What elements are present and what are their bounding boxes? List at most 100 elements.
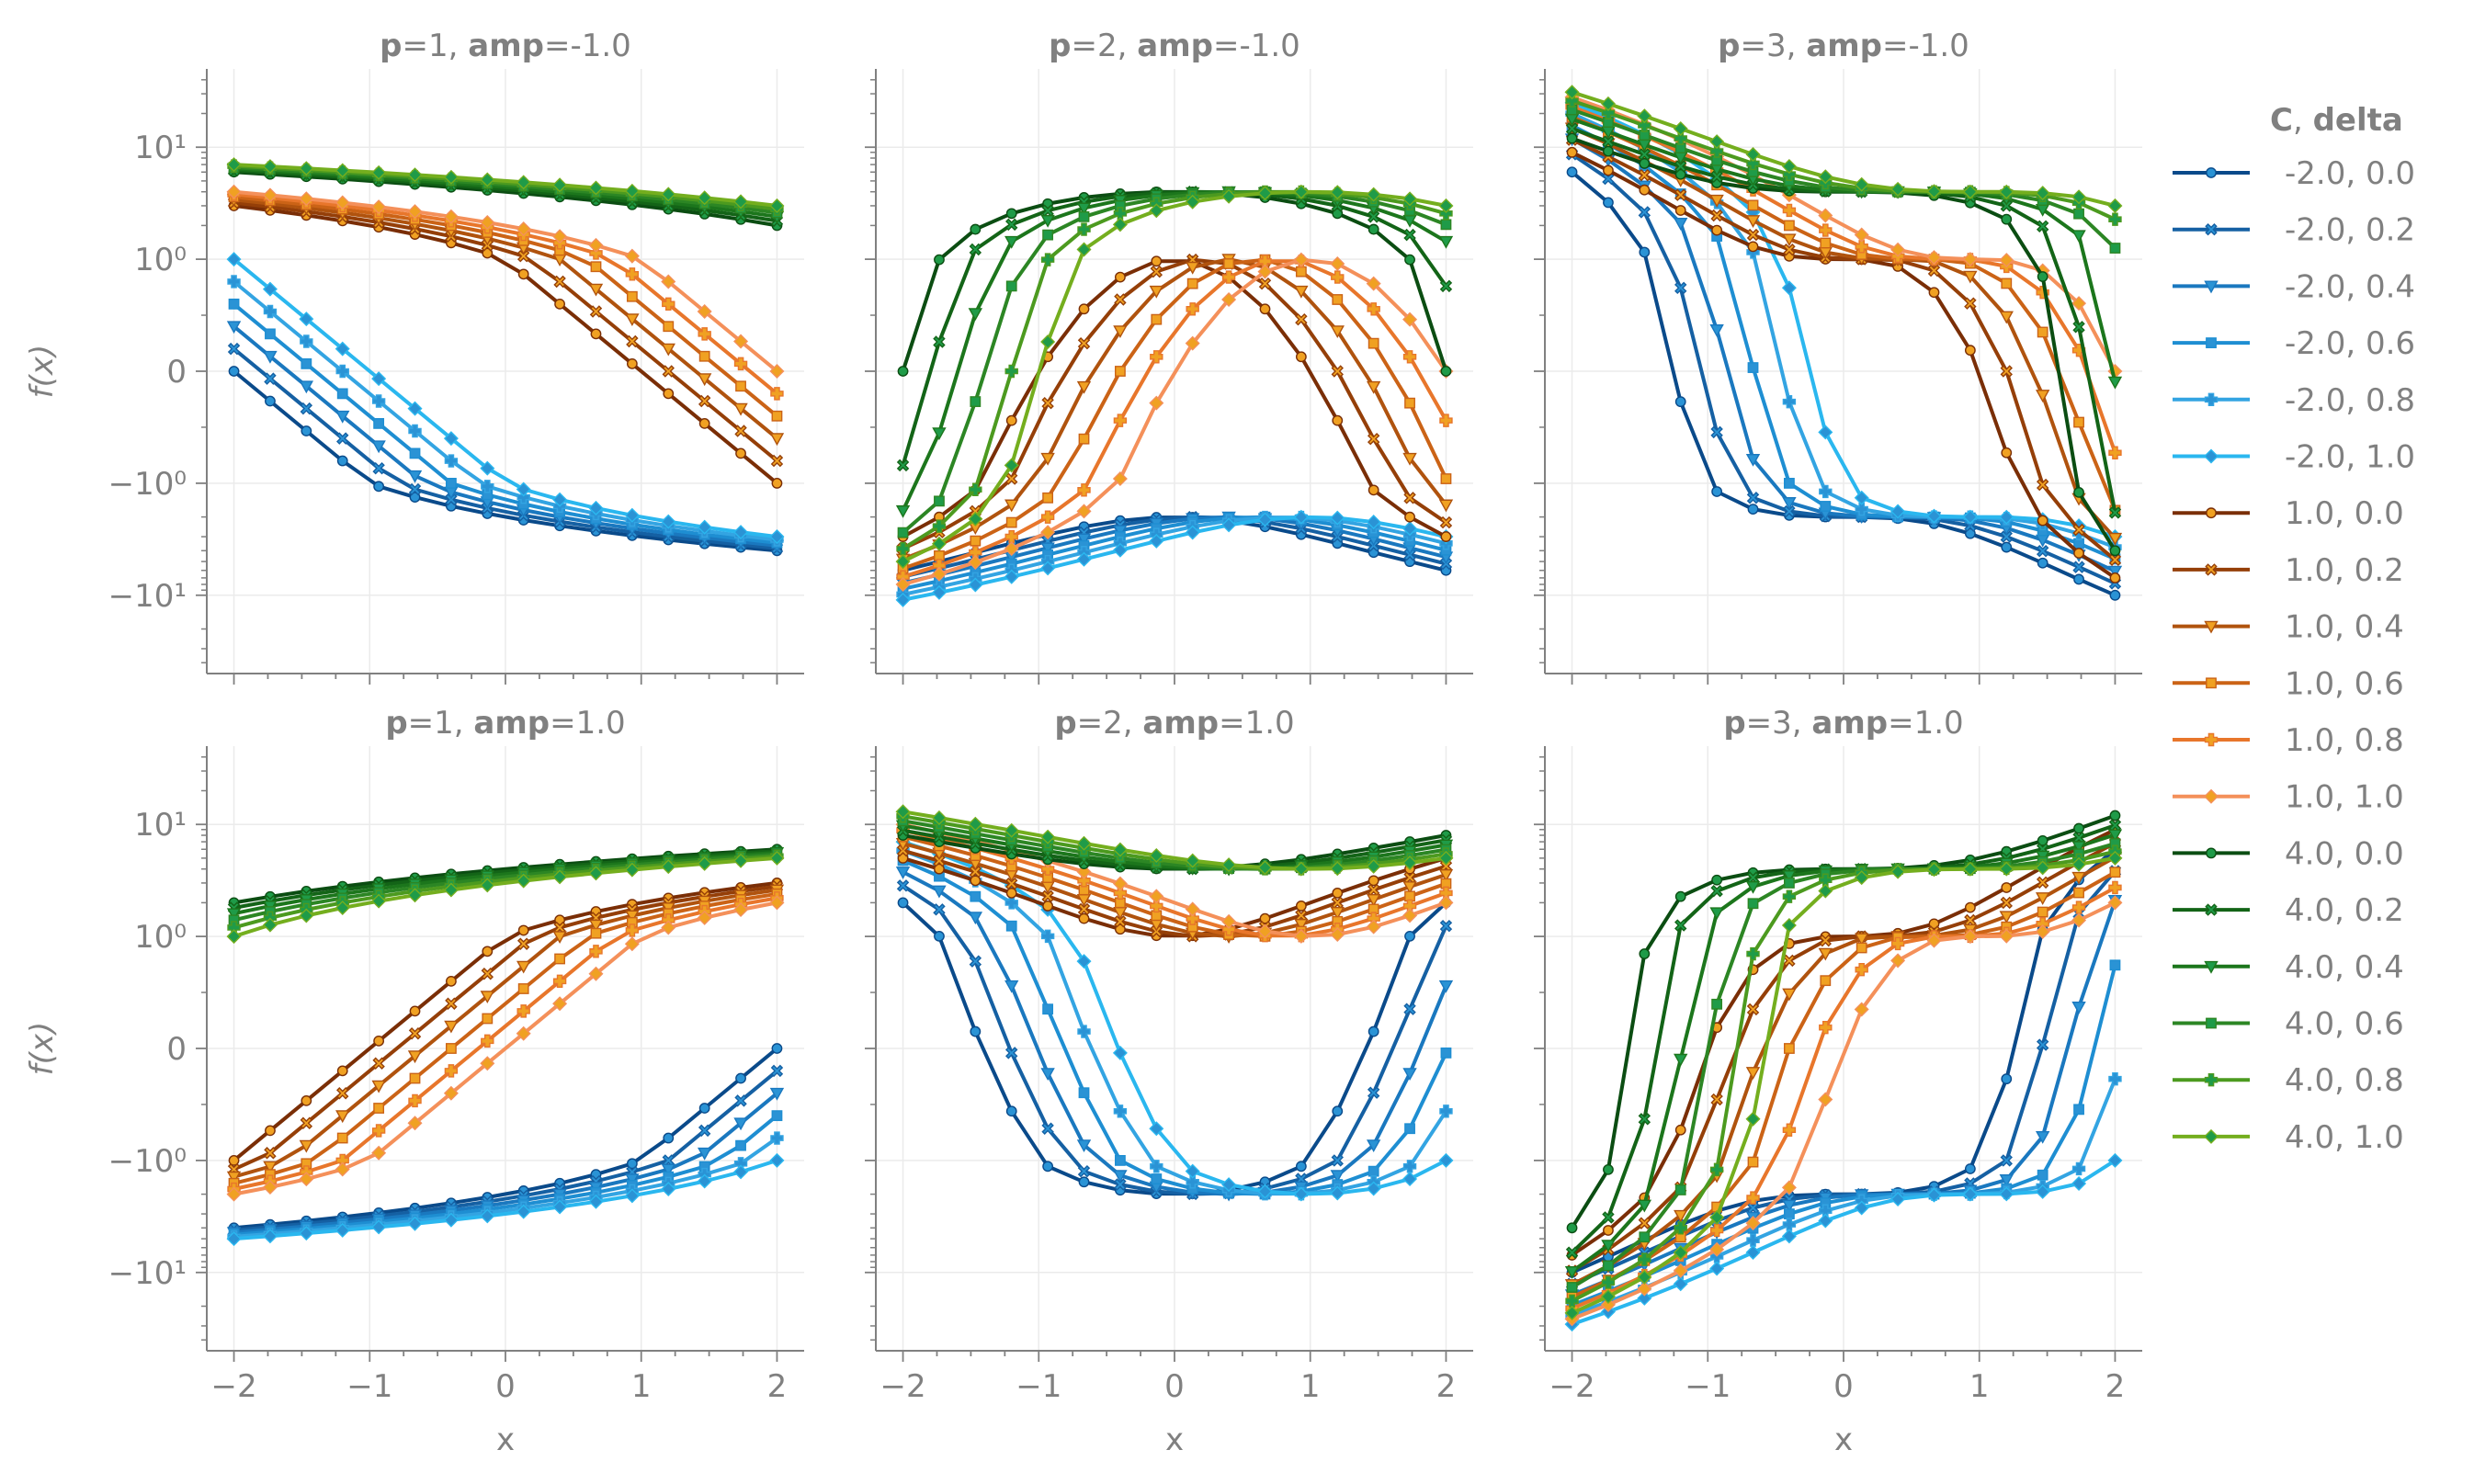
data-point — [769, 895, 785, 911]
y-tick-label: 10¹ — [134, 807, 187, 844]
data-point — [1294, 918, 1309, 932]
series-line-1.0, 0.6 — [233, 195, 778, 418]
data-point — [968, 511, 983, 527]
data-point — [335, 1153, 349, 1168]
data-point — [1331, 270, 1345, 284]
data-point — [516, 873, 531, 889]
data-point — [300, 402, 313, 415]
data-point — [625, 1173, 640, 1187]
data-point — [1962, 1186, 1978, 1202]
data-point — [2037, 557, 2048, 569]
data-point — [1005, 516, 1017, 528]
data-point — [697, 190, 712, 206]
data-point — [2107, 1152, 2123, 1168]
data-point — [1855, 502, 1868, 516]
legend-item: -2.0, 0.8 — [2173, 382, 2415, 419]
data-point — [1366, 187, 1381, 202]
series-line-1.0, 0.0 — [233, 203, 778, 485]
data-point — [1782, 203, 1797, 218]
data-point — [1566, 166, 1578, 178]
data-point — [1781, 918, 1797, 934]
data-point — [1784, 1208, 1795, 1219]
data-point — [1818, 1092, 1833, 1107]
data-point — [1747, 1156, 1759, 1168]
data-point — [1004, 980, 1019, 993]
data-point — [1747, 898, 1759, 910]
data-point — [2073, 416, 2084, 428]
legend-label: 4.0, 0.0 — [2285, 835, 2404, 872]
data-point — [771, 1110, 783, 1122]
series-line-1.0, 0.8 — [902, 259, 1448, 579]
data-point — [897, 897, 909, 909]
data-point — [1784, 220, 1795, 232]
x-tick-label: −2 — [210, 1368, 256, 1405]
data-point — [624, 936, 640, 952]
data-point — [371, 893, 387, 909]
panel-title: p=1, amp=1.0 — [385, 705, 625, 742]
data-point — [1151, 1173, 1163, 1184]
data-point — [2000, 530, 2013, 543]
data-point — [516, 249, 530, 263]
series-line--2.0, 1.0 — [1571, 1159, 2117, 1327]
data-point — [1330, 861, 1345, 877]
data-point — [1674, 396, 1686, 408]
data-point — [1711, 998, 1723, 1010]
legend-label: 4.0, 0.8 — [2285, 1062, 2404, 1099]
data-point — [1745, 880, 1761, 894]
data-point — [1438, 980, 1454, 993]
data-point — [1674, 890, 1686, 902]
data-point — [1674, 1124, 1686, 1136]
legend-item: 1.0, 0.8 — [2173, 722, 2404, 759]
legend-marker — [2205, 903, 2218, 916]
data-point — [1402, 855, 1418, 871]
data-point — [1782, 870, 1797, 883]
data-point — [968, 577, 983, 593]
data-point — [1566, 146, 1578, 158]
data-point — [1999, 311, 2014, 324]
legend-marker — [2205, 222, 2218, 236]
data-point — [661, 1182, 676, 1197]
data-point — [1564, 1265, 1580, 1279]
data-point — [407, 1050, 423, 1064]
data-point — [1438, 198, 1454, 213]
data-point — [1151, 313, 1163, 325]
series-line--2.0, 0.6 — [1571, 964, 2117, 1308]
data-point — [1926, 862, 1942, 878]
data-point — [1709, 1162, 1724, 1177]
panel-title-value-amp: =-1.0 — [544, 28, 631, 64]
data-point — [1221, 270, 1236, 284]
series-layer — [226, 157, 785, 557]
data-point — [408, 482, 422, 496]
data-point — [968, 554, 983, 570]
data-point — [770, 387, 784, 401]
legend-title-key-delta: delta — [2313, 102, 2403, 139]
legend-marker — [2204, 280, 2219, 294]
data-point — [1638, 148, 1651, 161]
panel-title: p=2, amp=-1.0 — [1049, 28, 1300, 64]
data-point — [698, 1103, 710, 1114]
x-tick-label: 0 — [1833, 1368, 1854, 1405]
series-line-4.0, 1.0 — [233, 163, 777, 208]
data-point — [735, 1072, 746, 1084]
data-point — [409, 447, 421, 459]
y-tick-label: −10⁰ — [108, 1143, 187, 1180]
data-point — [1113, 207, 1128, 221]
data-point — [1223, 258, 1234, 269]
panel-title: p=3, amp=-1.0 — [1718, 28, 1969, 64]
data-point — [336, 432, 349, 445]
series-line--2.0, 0.6 — [233, 1114, 778, 1237]
data-point — [1149, 203, 1164, 219]
data-point — [1564, 85, 1580, 100]
data-point — [1042, 901, 1054, 912]
data-point — [1221, 1177, 1237, 1193]
data-point — [2001, 541, 2013, 553]
series-line--2.0, 0.2 — [233, 1069, 778, 1232]
data-point — [1004, 458, 1019, 473]
series-layer — [226, 844, 785, 1247]
data-point — [1005, 414, 1017, 426]
data-point — [554, 298, 565, 310]
data-point — [2037, 1169, 2048, 1181]
series-line--2.0, 0.8 — [902, 515, 1447, 596]
data-point — [1366, 1139, 1381, 1153]
series-line-4.0, 0.4 — [1571, 833, 2117, 1274]
